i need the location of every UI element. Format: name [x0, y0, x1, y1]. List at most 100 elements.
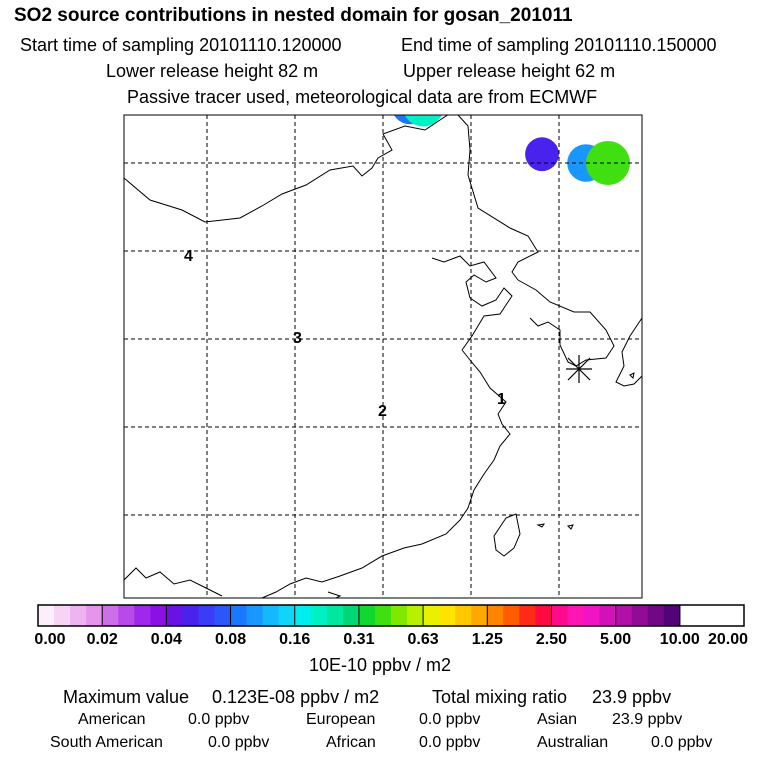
colorbar-cell — [262, 605, 280, 626]
region-american-label: American — [78, 711, 146, 728]
source-label-4: 4 — [184, 248, 193, 265]
colorbar-cell — [246, 605, 264, 626]
region-south-american-value: 0.0 ppbv — [208, 734, 270, 751]
colorbar-cell — [278, 605, 296, 626]
colorbar-tick-label: 0.02 — [86, 631, 118, 648]
coastline-layer — [124, 115, 642, 598]
colorbar-cell — [374, 605, 392, 626]
mongolia-border — [124, 115, 449, 223]
tracer-note: Passive tracer used, meteorological data… — [127, 87, 598, 107]
colorbar-tick-label: 1.25 — [471, 631, 503, 648]
lower-release-height-label: Lower release height 82 m — [106, 61, 319, 81]
colorbar-cell — [615, 605, 633, 626]
colorbar-cell — [54, 605, 71, 626]
colorbar-cell — [423, 605, 440, 626]
colorbar-tick-label: 5.00 — [600, 631, 632, 648]
colorbar-cell — [407, 605, 424, 626]
colorbar-unit-label: 10E-10 ppbv / m2 — [308, 655, 452, 675]
colorbar-cell — [583, 605, 601, 626]
colorbar-tick-label: 0.63 — [407, 631, 439, 648]
colorbar-frame — [37, 604, 745, 627]
colorbar-cell — [86, 605, 103, 626]
colorbar-cell — [230, 605, 248, 626]
region-african-value: 0.0 ppbv — [419, 734, 481, 751]
region-asian-value: 23.9 ppbv — [612, 711, 683, 728]
colorbar-cell — [326, 605, 344, 626]
upper-release-height-label: Upper release height 62 m — [403, 61, 616, 81]
max-value-label: Maximum value — [63, 687, 190, 707]
colorbar-cell — [342, 605, 360, 626]
korea-coast — [517, 279, 615, 367]
total-mixing-value: 23.9 ppbv — [592, 687, 672, 707]
max-value: 0.123E-08 ppbv / m2 — [212, 687, 380, 707]
colorbar-cell — [70, 605, 87, 626]
colorbar-cell — [150, 605, 167, 626]
colorbar-cell — [567, 605, 585, 626]
taiwan-outline — [493, 513, 521, 557]
colorbar-tick-label: 0.08 — [214, 631, 247, 648]
colorbar-cell — [631, 605, 649, 626]
colorbar-cell — [294, 605, 312, 626]
region-australian-label: Australian — [537, 734, 609, 751]
colorbar-cell — [134, 605, 151, 626]
colorbar-cell — [551, 605, 569, 626]
colorbar-cell — [599, 605, 617, 626]
plot-frame — [123, 114, 643, 599]
colorbar-tick-label: 0.16 — [279, 631, 311, 648]
region-australian-value: 0.0 ppbv — [651, 734, 713, 751]
colorbar-tick-label: 0.04 — [150, 631, 182, 648]
plume-cell — [404, 115, 442, 127]
colorbar-cell — [663, 605, 681, 626]
colorbar-cell — [310, 605, 328, 626]
colorbar-cell — [455, 605, 472, 626]
colorbar-cell — [535, 605, 553, 626]
colorbar-cell — [439, 605, 456, 626]
hainan-outline — [327, 591, 342, 598]
colorbar-cell — [487, 605, 504, 626]
colorbar-tick-label: 10.00 — [659, 631, 700, 648]
source-label-3: 3 — [293, 330, 302, 347]
receptor-star-marker — [566, 355, 592, 383]
colorbar-cell — [471, 605, 488, 626]
colorbar-cell — [519, 605, 537, 626]
colorbar-cell — [214, 605, 232, 626]
colorbar-cell — [38, 605, 55, 626]
colorbar-tick-label: 20.00 — [707, 631, 749, 648]
east-coast — [459, 349, 511, 521]
island-1 — [536, 523, 546, 528]
region-american-value: 0.0 ppbv — [188, 711, 250, 728]
colorbar-tick-label: 2.50 — [535, 631, 568, 648]
region-african-label: African — [326, 734, 376, 751]
start-time-label: Start time of sampling 20101110.120000 — [20, 35, 342, 55]
colorbar-cell — [198, 605, 216, 626]
colorbar-tick-label: 0.31 — [343, 631, 375, 648]
colorbar-cell — [118, 605, 135, 626]
island-2 — [566, 524, 574, 530]
south-coast — [261, 519, 461, 598]
chart-title: SO2 source contributions in nested domai… — [14, 5, 573, 26]
shandong-coast — [461, 287, 513, 351]
colorbar-cell — [166, 605, 184, 626]
colorbar-cell — [358, 605, 376, 626]
southwest-border — [124, 567, 223, 597]
colorbar-cell — [182, 605, 200, 626]
graticule — [124, 115, 642, 598]
region-european-label: European — [306, 711, 376, 728]
colorbar-tick-label: 0.00 — [34, 631, 66, 648]
colorbar-dividers — [101, 605, 681, 626]
source-label-1: 1 — [497, 391, 506, 408]
colorbar-cell — [391, 605, 408, 626]
bohai-coast — [431, 255, 497, 299]
region-south-american-label: South American — [50, 734, 163, 751]
region-european-value: 0.0 ppbv — [419, 711, 481, 728]
region-asian-label: Asian — [537, 711, 578, 728]
colorbar-cell — [503, 605, 520, 626]
colorbar-cell — [102, 605, 119, 626]
colorbar-cell — [647, 605, 665, 626]
northeast-border — [457, 115, 539, 281]
total-mixing-label: Total mixing ratio — [432, 687, 568, 707]
source-label-2: 2 — [378, 403, 387, 420]
colorbar-cells — [38, 605, 681, 626]
island-3 — [629, 372, 635, 380]
